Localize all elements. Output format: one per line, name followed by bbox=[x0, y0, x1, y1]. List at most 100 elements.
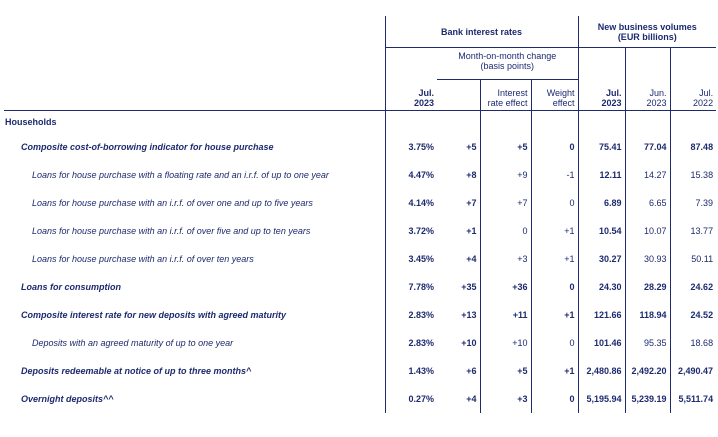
volume-jun-2023-cell: 77.04 bbox=[624, 133, 671, 161]
row-label: Deposits with an agreed maturity of up t… bbox=[32, 338, 234, 348]
volume-jun-2023-cell: 28.29 bbox=[624, 273, 671, 301]
volume-jun-2023-cell: 6.65 bbox=[624, 189, 671, 217]
mom-change-cell: +1 bbox=[466, 226, 477, 236]
interest-rate-effect-header: Interest rate effect bbox=[479, 79, 531, 111]
vol-col-header-1: Jul. 2023 bbox=[577, 79, 626, 111]
table-row: Loans for house purchase with an i.r.f. … bbox=[4, 245, 717, 273]
interest-effect-cell: +36 bbox=[479, 273, 531, 301]
interest-effect-cell: +7 bbox=[479, 189, 531, 217]
weight-effect-cell: 0 bbox=[530, 329, 579, 357]
weight-effect-cell: +1 bbox=[530, 301, 579, 329]
mom-change-cell: +5 bbox=[466, 142, 477, 152]
rate-cell: 7.78% bbox=[384, 273, 437, 301]
rate-cell: 3.45% bbox=[384, 245, 437, 273]
mom-change-cell: +4 bbox=[466, 394, 477, 404]
mom-change-cell: +35 bbox=[461, 282, 477, 292]
row-label: Composite interest rate for new deposits… bbox=[21, 310, 287, 320]
mom-change-cell: +4 bbox=[466, 254, 477, 264]
vol-col-header-2: Jun. 2023 bbox=[624, 79, 671, 111]
row-label: Overnight deposits^^ bbox=[21, 394, 114, 404]
rate-cell: 3.75% bbox=[384, 133, 437, 161]
interest-effect-cell: +5 bbox=[479, 133, 531, 161]
interest-rates-table: Bank interest rates New business volumes… bbox=[4, 16, 717, 413]
volume-jul-2023-cell: 101.46 bbox=[577, 329, 626, 357]
row-label: Loans for house purchase with an i.r.f. … bbox=[32, 254, 254, 264]
new-business-volumes-title: New business volumes bbox=[597, 21, 697, 32]
table-row: Loans for house purchase with a floating… bbox=[4, 161, 717, 189]
mom-change-cell: +7 bbox=[466, 198, 477, 208]
volume-jul-2023-cell: 24.30 bbox=[577, 273, 626, 301]
rate-cell: 3.72% bbox=[384, 217, 437, 245]
month-on-month-change-header: Month-on-month change (basis points) bbox=[437, 47, 579, 80]
row-label: Composite cost-of-borrowing indicator fo… bbox=[21, 142, 274, 152]
interest-effect-cell: +3 bbox=[479, 245, 531, 273]
volume-jun-2023-cell: 2,492.20 bbox=[624, 357, 671, 385]
volume-jul-2022-cell: 13.77 bbox=[669, 217, 717, 245]
rate-cell: 4.47% bbox=[384, 161, 437, 189]
rate-col-header: Jul. 2023 bbox=[384, 79, 437, 111]
volume-jul-2023-cell: 6.89 bbox=[577, 189, 626, 217]
interest-effect-cell: +3 bbox=[479, 385, 531, 413]
weight-effect-cell: 0 bbox=[530, 273, 579, 301]
row-label: Deposits redeemable at notice of up to t… bbox=[21, 366, 252, 376]
volume-jul-2022-cell: 24.52 bbox=[669, 301, 717, 329]
vol-col-header-3: Jul. 2022 bbox=[669, 79, 717, 111]
rate-cell: 1.43% bbox=[384, 357, 437, 385]
table-row: Overnight deposits^^ 0.27% +4 +3 0 5,195.94 5,… bbox=[4, 385, 717, 413]
volume-jun-2023-cell: 118.94 bbox=[624, 301, 671, 329]
volume-jul-2023-cell: 121.66 bbox=[577, 301, 626, 329]
volume-jul-2022-cell: 24.62 bbox=[669, 273, 717, 301]
volume-jul-2023-cell: 75.41 bbox=[577, 133, 626, 161]
interest-effect-cell: +10 bbox=[479, 329, 531, 357]
weight-effect-cell: -1 bbox=[530, 161, 579, 189]
weight-effect-cell: +1 bbox=[530, 357, 579, 385]
mom-change-cell: +8 bbox=[466, 170, 477, 180]
volume-jul-2022-cell: 2,490.47 bbox=[669, 357, 717, 385]
volume-jul-2023-cell: 10.54 bbox=[577, 217, 626, 245]
weight-effect-cell: 0 bbox=[530, 133, 579, 161]
bank-interest-rates-header: Bank interest rates bbox=[384, 16, 579, 48]
volume-jun-2023-cell: 30.93 bbox=[624, 245, 671, 273]
table-row: Loans for consumption 7.78% +35 +36 0 24.30 28… bbox=[4, 273, 717, 301]
weight-effect-cell: +1 bbox=[530, 217, 579, 245]
interest-effect-cell: +9 bbox=[479, 161, 531, 189]
weight-effect-cell: +1 bbox=[530, 245, 579, 273]
volume-jul-2022-cell: 87.48 bbox=[669, 133, 717, 161]
rate-cell: 4.14% bbox=[384, 189, 437, 217]
volume-jul-2022-cell: 50.11 bbox=[669, 245, 717, 273]
weight-effect-header: Weight effect bbox=[530, 79, 579, 111]
volume-jul-2022-cell: 5,511.74 bbox=[669, 385, 717, 413]
weight-effect-cell: 0 bbox=[530, 189, 579, 217]
rate-cell: 0.27% bbox=[384, 385, 437, 413]
volume-jul-2023-cell: 30.27 bbox=[577, 245, 626, 273]
table-row: Deposits with an agreed maturity of up t… bbox=[4, 329, 717, 357]
mom-change-cell: +13 bbox=[461, 310, 477, 320]
interest-effect-cell: 0 bbox=[479, 217, 531, 245]
volume-jul-2022-cell: 15.38 bbox=[669, 161, 717, 189]
volume-jun-2023-cell: 5,239.19 bbox=[624, 385, 671, 413]
section-households: Households bbox=[5, 117, 57, 127]
table-row: Composite cost-of-borrowing indicator fo… bbox=[4, 133, 717, 161]
mom-change-cell: +6 bbox=[466, 366, 477, 376]
rate-cell: 2.83% bbox=[384, 301, 437, 329]
interest-effect-cell: +5 bbox=[479, 357, 531, 385]
row-label: Loans for house purchase with an i.r.f. … bbox=[32, 226, 311, 236]
mom-change-cell: +10 bbox=[461, 338, 477, 348]
row-label: Loans for house purchase with an i.r.f. … bbox=[32, 198, 313, 208]
volume-jul-2023-cell: 2,480.86 bbox=[577, 357, 626, 385]
row-label: Loans for consumption bbox=[21, 282, 121, 292]
volume-jun-2023-cell: 95.35 bbox=[624, 329, 671, 357]
rate-cell: 2.83% bbox=[384, 329, 437, 357]
row-label: Loans for house purchase with a floating… bbox=[32, 170, 329, 180]
table-row: Loans for house purchase with an i.r.f. … bbox=[4, 217, 717, 245]
volume-jul-2022-cell: 18.68 bbox=[669, 329, 717, 357]
weight-effect-cell: 0 bbox=[530, 385, 579, 413]
table-row: Loans for house purchase with an i.r.f. … bbox=[4, 189, 717, 217]
volume-jul-2022-cell: 7.39 bbox=[669, 189, 717, 217]
table-row: Deposits redeemable at notice of up to t… bbox=[4, 357, 717, 385]
new-business-volumes-header: New business volumes (EUR billions) bbox=[577, 16, 717, 48]
volume-jun-2023-cell: 14.27 bbox=[624, 161, 671, 189]
interest-effect-cell: +11 bbox=[479, 301, 531, 329]
table-row: Composite interest rate for new deposits… bbox=[4, 301, 717, 329]
volume-jun-2023-cell: 10.07 bbox=[624, 217, 671, 245]
